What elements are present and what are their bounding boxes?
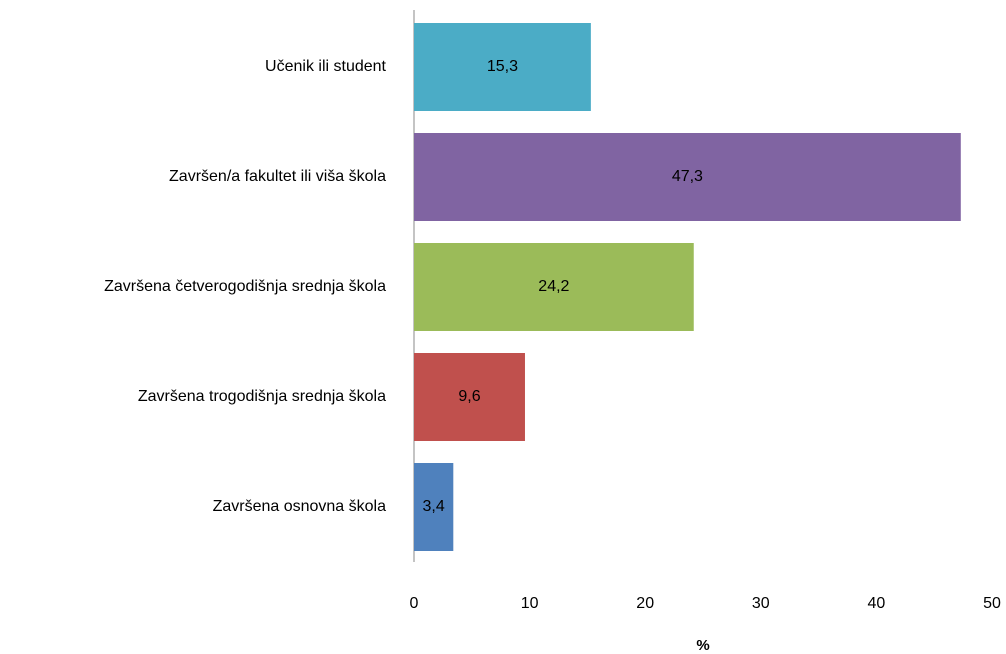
y-tick-label: Završen/a fakultet ili viša škola — [169, 168, 386, 185]
y-tick-label: Završena osnovna škola — [213, 498, 387, 515]
y-tick-label: Završena trogodišnja srednja škola — [138, 388, 386, 405]
x-tick-label: 50 — [983, 595, 1001, 612]
y-tick-label: Učenik ili student — [265, 58, 387, 75]
bar — [414, 463, 454, 551]
data-label: 3,4 — [423, 498, 445, 515]
x-tick-label: 20 — [636, 595, 654, 612]
data-label: 47,3 — [672, 168, 703, 185]
x-tick-label: 0 — [410, 595, 419, 612]
x-tick-label: 40 — [868, 595, 886, 612]
bar — [414, 353, 525, 441]
x-tick-label: 30 — [752, 595, 770, 612]
data-label: 9,6 — [458, 388, 480, 405]
data-label: 15,3 — [487, 58, 518, 75]
y-tick-label: Završena četverogodišnja srednja škola — [104, 278, 386, 295]
bar — [414, 23, 591, 111]
bar — [414, 243, 694, 331]
bar — [414, 133, 961, 221]
x-axis-label: % — [696, 637, 709, 654]
data-label: 24,2 — [538, 278, 569, 295]
x-tick-label: 10 — [521, 595, 539, 612]
